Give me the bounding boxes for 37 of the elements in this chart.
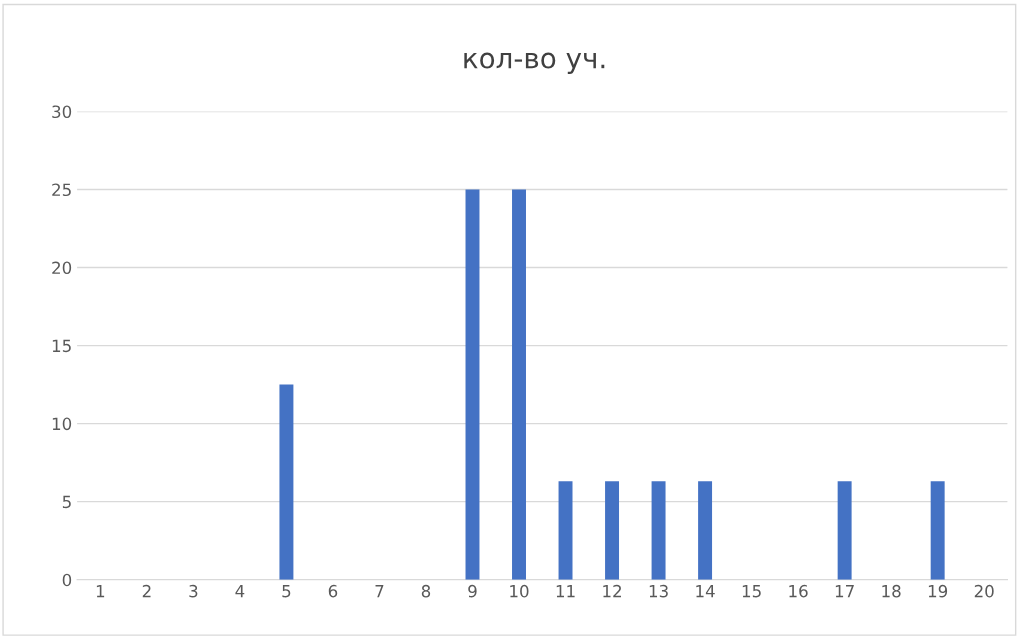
bar xyxy=(698,481,713,580)
bar xyxy=(837,481,852,580)
x-tick-label: 7 xyxy=(375,585,384,598)
x-tick-label: 5 xyxy=(282,585,291,598)
x-tick-label: 2 xyxy=(142,584,151,598)
bar xyxy=(465,189,480,580)
y-tick-label: 30 xyxy=(52,105,72,119)
y-tick-label: 10 xyxy=(52,417,72,431)
y-tick-label: 0 xyxy=(62,573,72,587)
bar xyxy=(605,481,620,580)
y-tick-label: 25 xyxy=(52,183,71,197)
x-tick-label: 9 xyxy=(468,584,477,598)
x-tick-label: 6 xyxy=(328,584,338,598)
x-tick-label: 12 xyxy=(603,584,621,598)
x-tick-label: 3 xyxy=(189,584,198,598)
x-tick-label: 1 xyxy=(96,585,105,598)
x-tick-label: 18 xyxy=(882,584,901,598)
bar xyxy=(512,189,526,580)
x-tick-label: 16 xyxy=(789,584,808,598)
x-tick-label: 17 xyxy=(835,585,854,598)
x-tick-label: 4 xyxy=(235,585,245,598)
bar xyxy=(930,481,945,580)
x-tick-label: 14 xyxy=(696,585,715,598)
bar xyxy=(279,384,294,580)
bar xyxy=(651,481,666,580)
x-tick-label: 19 xyxy=(928,584,948,598)
x-tick-label: 11 xyxy=(556,585,575,598)
y-tick-label: 15 xyxy=(52,339,71,353)
x-tick-label: 10 xyxy=(510,584,529,598)
x-tick-label: 20 xyxy=(974,584,994,598)
bar xyxy=(558,481,573,580)
x-tick-label: 13 xyxy=(649,584,668,598)
x-tick-label: 8 xyxy=(421,584,431,598)
x-tick-label: 15 xyxy=(742,585,761,598)
chart-title: кол-во уч. xyxy=(464,52,605,74)
y-tick-label: 5 xyxy=(62,495,71,509)
y-tick-label: 20 xyxy=(52,261,72,275)
